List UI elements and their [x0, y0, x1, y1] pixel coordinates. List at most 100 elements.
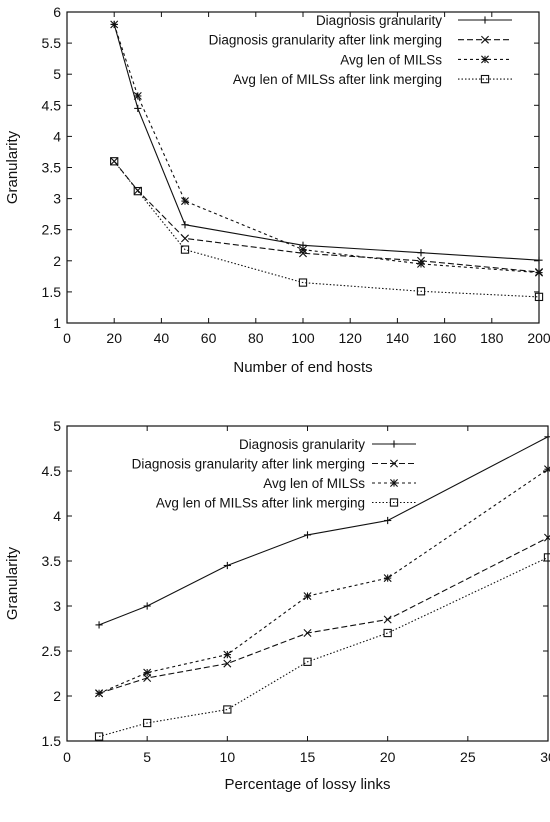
y-tick-label: 4: [53, 128, 61, 144]
data-point: [133, 186, 142, 195]
data-point: [544, 533, 550, 542]
data-point: [298, 278, 308, 287]
data-point: [544, 433, 550, 441]
data-point: [143, 718, 152, 728]
y-tick-label: 3: [53, 191, 61, 207]
data-point: [133, 91, 142, 100]
data-point: [383, 574, 392, 583]
y-tick-label: 2.5: [42, 643, 62, 659]
y-tick-label: 3.5: [42, 160, 62, 176]
data-point: [181, 197, 189, 206]
y-tick-label: 3.5: [42, 553, 62, 569]
data-point: [384, 516, 392, 525]
legend-marker: [389, 498, 399, 507]
y-tick-label: 1: [53, 315, 61, 331]
data-point: [133, 186, 142, 196]
legend-marker: [481, 35, 489, 44]
chart-lossy-links: 0 5 10 15 20 25 30 1.5 2 2.5 3 3.5 4 4.5 5 Percentage o…: [4, 418, 550, 793]
data-point: [303, 592, 312, 601]
plot-frame: [66, 11, 540, 324]
data-point: [180, 245, 190, 254]
data-point: [95, 689, 104, 698]
series-line-2: [113, 160, 540, 273]
y-tick-label: 5: [53, 418, 61, 434]
series-line-1: [98, 436, 549, 626]
legend-label: Avg len of MILSs: [263, 476, 365, 491]
data-point: [110, 20, 119, 29]
y-tick-label: 5.5: [42, 35, 62, 51]
series-line-3: [98, 468, 549, 694]
data-point: [544, 465, 550, 474]
series-line-2: [98, 537, 549, 694]
y-axis-label: Granularity: [4, 546, 21, 620]
data-point: [223, 650, 232, 659]
legend-marker: [481, 55, 489, 64]
series-line-3: [113, 24, 540, 274]
y-tick-label: 2.5: [42, 222, 62, 238]
data-point: [303, 531, 312, 539]
x-tick-label: 40: [154, 330, 170, 346]
y-tick-label: 3: [53, 598, 61, 614]
data-point: [534, 292, 544, 302]
x-tick-label: 80: [248, 330, 264, 346]
y-tick-label: 5: [53, 66, 61, 82]
data-point: [417, 249, 425, 257]
data-point: [110, 157, 119, 166]
y-tick-label: 1.5: [42, 733, 62, 749]
data-point: [110, 157, 119, 166]
legend-marker: [390, 459, 398, 468]
data-point: [95, 621, 103, 629]
legend-marker: [480, 74, 490, 84]
x-tick-label: 5: [143, 749, 151, 765]
x-tick-label: 15: [300, 749, 316, 765]
data-point: [535, 268, 543, 277]
data-point: [299, 245, 307, 254]
x-tick-label: 10: [220, 749, 236, 765]
data-point: [134, 104, 142, 113]
chart-end-hosts: 0 20 40 60 80 100 120 140 160 180 200 1 1.5 2 2.5 3 3.5 4…: [4, 4, 550, 376]
series-line-4: [113, 160, 540, 298]
y-tick-label: 6: [53, 4, 61, 20]
x-tick-label: 20: [106, 330, 122, 346]
y-tick-label: 4.5: [42, 97, 62, 113]
x-tick-label: 180: [480, 330, 504, 346]
x-tick-label: 30: [540, 749, 550, 765]
legend-label: Diagnosis granularity: [239, 437, 365, 452]
data-point: [303, 629, 312, 637]
x-axis-label: Percentage of lossy links: [225, 776, 391, 793]
data-point: [181, 234, 189, 243]
data-point: [417, 259, 425, 268]
legend-label: Diagnosis granularity after link merging: [132, 457, 365, 472]
data-point: [223, 705, 232, 714]
data-point: [223, 561, 231, 570]
plot-frame: [66, 425, 549, 742]
data-point: [94, 732, 104, 741]
data-point: [223, 659, 232, 668]
legend-label: Diagnosis granularity: [316, 13, 442, 28]
y-tick-label: 2: [53, 688, 61, 704]
y-tick-label: 2: [53, 253, 61, 269]
legend-label: Avg len of MILSs after link merging: [156, 496, 365, 511]
data-point: [143, 668, 152, 677]
x-tick-label: 200: [527, 330, 550, 346]
legend-marker: [390, 440, 398, 448]
y-tick-label: 4: [53, 508, 61, 524]
y-tick-label: 4.5: [42, 463, 62, 479]
x-tick-label: 120: [339, 330, 363, 346]
x-tick-label: 140: [386, 330, 410, 346]
data-point: [383, 628, 392, 638]
data-point: [383, 615, 392, 624]
y-axis-label: Granularity: [4, 130, 21, 204]
x-tick-label: 160: [433, 330, 457, 346]
x-axis-label: Number of end hosts: [233, 359, 372, 376]
x-tick-label: 0: [63, 749, 71, 765]
legend-label: Avg len of MILSs: [340, 52, 442, 67]
x-tick-label: 20: [380, 749, 396, 765]
x-tick-label: 25: [460, 749, 476, 765]
legend-marker: [481, 16, 489, 24]
legend-label: Diagnosis granularity after link merging: [209, 33, 442, 48]
data-point: [181, 221, 189, 229]
x-tick-label: 60: [201, 330, 217, 346]
data-point: [143, 602, 151, 610]
